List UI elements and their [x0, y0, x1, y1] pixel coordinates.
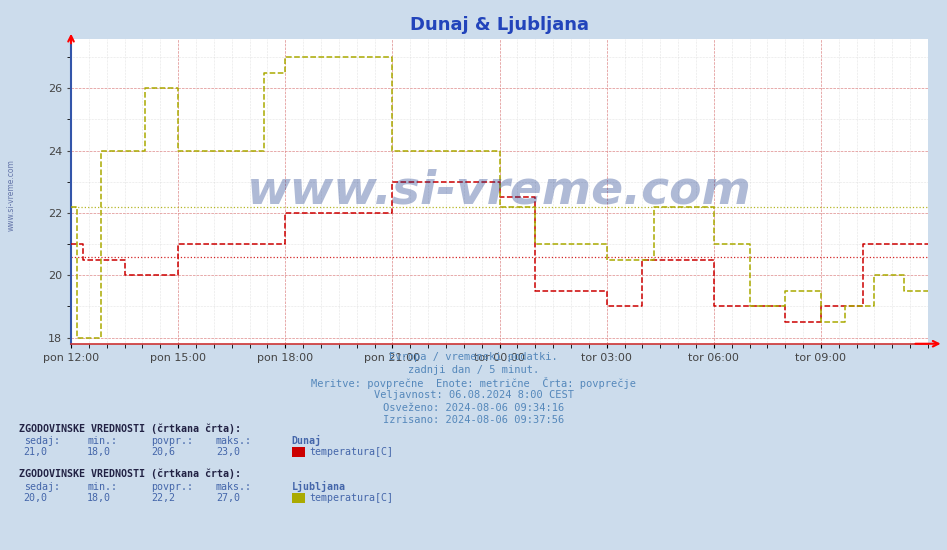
Text: Izrisano: 2024-08-06 09:37:56: Izrisano: 2024-08-06 09:37:56 [383, 415, 564, 425]
Text: temperatura[C]: temperatura[C] [310, 493, 394, 503]
Text: 20,6: 20,6 [152, 447, 175, 458]
Text: www.si-vreme.com: www.si-vreme.com [247, 169, 752, 213]
Text: Evropa / vremenski podatki.: Evropa / vremenski podatki. [389, 352, 558, 362]
Text: ZGODOVINSKE VREDNOSTI (črtkana črta):: ZGODOVINSKE VREDNOSTI (črtkana črta): [19, 424, 241, 434]
Text: ZGODOVINSKE VREDNOSTI (črtkana črta):: ZGODOVINSKE VREDNOSTI (črtkana črta): [19, 469, 241, 480]
Text: Veljavnost: 06.08.2024 8:00 CEST: Veljavnost: 06.08.2024 8:00 CEST [373, 390, 574, 400]
Text: 20,0: 20,0 [24, 493, 47, 503]
Text: min.:: min.: [87, 436, 117, 446]
Text: 21,0: 21,0 [24, 447, 47, 458]
Text: sedaj:: sedaj: [24, 436, 60, 446]
Text: zadnji dan / 5 minut.: zadnji dan / 5 minut. [408, 365, 539, 375]
Text: 18,0: 18,0 [87, 447, 111, 458]
Text: Ljubljana: Ljubljana [292, 481, 346, 492]
Title: Dunaj & Ljubljana: Dunaj & Ljubljana [410, 16, 589, 34]
Text: Meritve: povprečne  Enote: metrične  Črta: povprečje: Meritve: povprečne Enote: metrične Črta:… [311, 377, 636, 389]
Text: 27,0: 27,0 [216, 493, 240, 503]
Text: min.:: min.: [87, 481, 117, 492]
Text: www.si-vreme.com: www.si-vreme.com [7, 160, 16, 231]
Text: 23,0: 23,0 [216, 447, 240, 458]
Text: sedaj:: sedaj: [24, 481, 60, 492]
Text: maks.:: maks.: [216, 481, 252, 492]
Text: 18,0: 18,0 [87, 493, 111, 503]
Text: Dunaj: Dunaj [292, 435, 322, 446]
Text: povpr.:: povpr.: [152, 436, 193, 446]
Text: temperatura[C]: temperatura[C] [310, 447, 394, 458]
Text: Osveženo: 2024-08-06 09:34:16: Osveženo: 2024-08-06 09:34:16 [383, 403, 564, 412]
Text: 22,2: 22,2 [152, 493, 175, 503]
Text: povpr.:: povpr.: [152, 481, 193, 492]
Text: maks.:: maks.: [216, 436, 252, 446]
